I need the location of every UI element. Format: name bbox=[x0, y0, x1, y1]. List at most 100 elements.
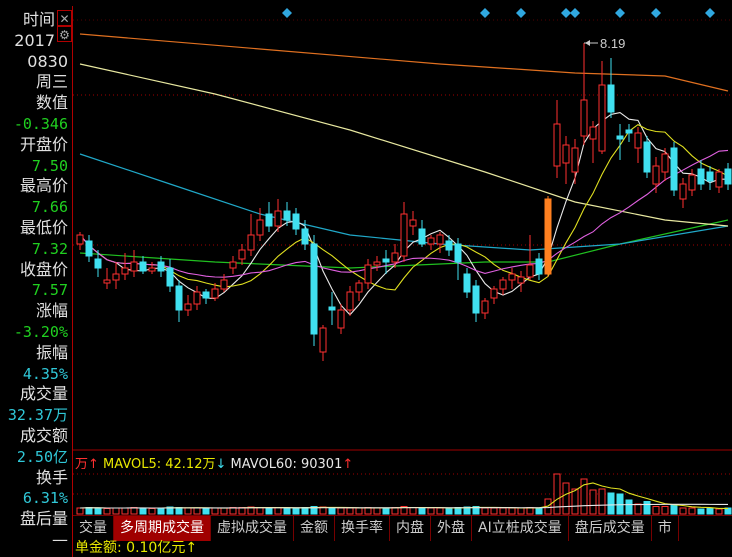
candle-body bbox=[661, 153, 669, 173]
gear-icon[interactable]: ⚙ bbox=[57, 26, 72, 42]
volume-bar bbox=[220, 507, 228, 515]
candle-body bbox=[202, 291, 210, 299]
volume-bar bbox=[571, 488, 579, 515]
candle-body bbox=[121, 267, 129, 275]
info-label: 数值 bbox=[35, 93, 68, 113]
candle-body bbox=[688, 174, 696, 191]
tab-7[interactable]: AI立桩成交量 bbox=[472, 516, 569, 541]
volume-bar bbox=[346, 507, 354, 515]
volume-bar bbox=[283, 507, 291, 515]
volume-bar bbox=[706, 507, 714, 515]
candle-body bbox=[445, 240, 453, 251]
volume-bar bbox=[427, 507, 435, 515]
volume-bar bbox=[373, 507, 381, 515]
candlestick-chart[interactable]: 8.19 bbox=[73, 6, 732, 515]
info-value: 7.57 bbox=[31, 281, 68, 300]
candle-body bbox=[157, 261, 165, 272]
volume-bar bbox=[535, 507, 543, 515]
info-label: 换手 bbox=[35, 467, 68, 487]
event-marker-icon bbox=[516, 8, 526, 18]
volume-bar bbox=[337, 507, 345, 515]
volume-bar bbox=[643, 501, 651, 515]
volume-bar bbox=[121, 507, 129, 515]
candle-body bbox=[94, 258, 102, 269]
info-value: 32.37万 bbox=[7, 406, 68, 425]
volume-bar bbox=[211, 507, 219, 515]
tab-1[interactable]: 多周期成交量 bbox=[114, 516, 211, 541]
tab-4[interactable]: 换手率 bbox=[335, 516, 390, 541]
candle-body bbox=[562, 144, 570, 164]
candle-body bbox=[634, 132, 642, 149]
tab-6[interactable]: 外盘 bbox=[431, 516, 472, 541]
ma-line bbox=[79, 63, 729, 227]
volume-bar bbox=[634, 503, 642, 515]
candle-body bbox=[544, 198, 552, 275]
info-label: 盘后量 bbox=[19, 509, 68, 529]
candle-body bbox=[589, 126, 597, 140]
volume-prev-value: 万↑ bbox=[75, 457, 99, 472]
volume-bar bbox=[76, 507, 84, 515]
volume-bar bbox=[364, 507, 372, 515]
volume-bar bbox=[238, 507, 246, 515]
tab-9[interactable]: 市 bbox=[652, 516, 679, 541]
candle-body bbox=[715, 171, 723, 188]
volume-bar bbox=[292, 507, 300, 515]
volume-bar bbox=[508, 507, 516, 515]
candle-body bbox=[472, 285, 480, 314]
volume-bar bbox=[193, 507, 201, 515]
candle-body bbox=[175, 285, 183, 311]
info-value: 6.31% bbox=[22, 489, 68, 508]
info-value: 2017 bbox=[14, 30, 55, 50]
volume-bar bbox=[463, 506, 471, 515]
volume-bar bbox=[670, 504, 678, 515]
candle-body bbox=[220, 279, 228, 290]
candle-body bbox=[301, 228, 309, 245]
candle-body bbox=[148, 267, 156, 272]
candle-body bbox=[166, 267, 174, 287]
candle-body bbox=[463, 273, 471, 293]
candle-body bbox=[652, 165, 660, 185]
info-label: 最低价 bbox=[19, 218, 68, 237]
mavol5-label: MAVOL5: 42.12万 bbox=[103, 457, 216, 472]
info-label: 成交量 bbox=[19, 384, 68, 404]
candle-body bbox=[724, 168, 732, 185]
tab-3[interactable]: 金额 bbox=[294, 516, 335, 541]
volume-bar bbox=[499, 507, 507, 515]
event-marker-icon bbox=[480, 8, 490, 18]
candle-body bbox=[130, 261, 138, 272]
candle-body bbox=[310, 243, 318, 335]
volume-bar bbox=[418, 507, 426, 515]
volume-bar bbox=[166, 506, 174, 515]
info-value: 2.50亿 bbox=[16, 447, 68, 466]
volume-bar bbox=[409, 507, 417, 515]
volume-bar bbox=[157, 507, 165, 515]
volume-bar bbox=[661, 506, 669, 515]
candle-body bbox=[112, 273, 120, 281]
close-icon[interactable]: ✕ bbox=[57, 10, 72, 26]
volume-bar bbox=[391, 507, 399, 515]
candle-body bbox=[76, 234, 84, 245]
volume-bar bbox=[328, 507, 336, 515]
tab-0[interactable]: 交量 bbox=[73, 516, 114, 541]
candle-body bbox=[391, 252, 399, 263]
info-label: 成交额 bbox=[19, 426, 68, 445]
tab-5[interactable]: 内盘 bbox=[390, 516, 431, 541]
candle-body bbox=[553, 123, 561, 167]
event-marker-icon bbox=[705, 8, 715, 18]
volume-bar bbox=[589, 489, 597, 515]
volume-bar bbox=[436, 507, 444, 515]
volume-bar bbox=[472, 506, 480, 515]
tab-8[interactable]: 盘后成交量 bbox=[569, 516, 652, 541]
candle-body bbox=[436, 234, 444, 245]
tab-2[interactable]: 虚拟成交量 bbox=[211, 516, 294, 541]
candle-body bbox=[616, 135, 624, 140]
candle-body bbox=[319, 327, 327, 353]
event-marker-icon bbox=[651, 8, 661, 18]
volume-bar bbox=[616, 493, 624, 515]
volume-bar bbox=[256, 507, 264, 515]
volume-bar bbox=[184, 507, 192, 515]
volume-bar bbox=[202, 508, 210, 515]
info-value: 4.35% bbox=[22, 364, 68, 383]
candle-body bbox=[274, 210, 282, 227]
candle-body bbox=[454, 243, 462, 263]
